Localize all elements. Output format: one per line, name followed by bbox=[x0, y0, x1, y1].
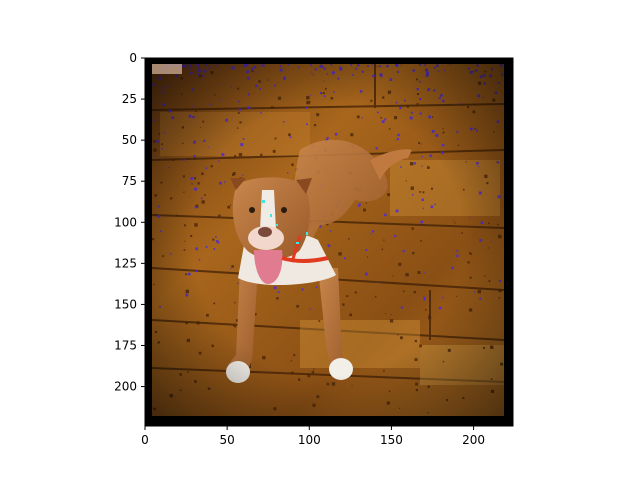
y-tick-label: 50 bbox=[122, 133, 137, 147]
axes-frame bbox=[144, 57, 514, 427]
y-tick-label: 175 bbox=[114, 339, 137, 353]
x-tick-label: 100 bbox=[298, 433, 321, 447]
y-tick-label: 75 bbox=[122, 174, 137, 188]
vignette bbox=[152, 64, 504, 416]
x-tick-label: 0 bbox=[141, 433, 149, 447]
x-tick-label: 150 bbox=[380, 433, 403, 447]
y-tick-label: 0 bbox=[129, 51, 137, 65]
y-tick-label: 25 bbox=[122, 92, 137, 106]
y-tick-label: 200 bbox=[114, 380, 137, 394]
x-tick-label: 50 bbox=[220, 433, 235, 447]
photo-image bbox=[145, 58, 513, 426]
y-tick-label: 125 bbox=[114, 256, 137, 270]
y-axis: 0 25 50 75 100 125 150 175 200 bbox=[114, 51, 145, 394]
x-axis: 0 50 100 150 200 bbox=[141, 426, 485, 447]
top-left-glare bbox=[152, 64, 182, 74]
x-tick-label: 200 bbox=[462, 433, 485, 447]
y-tick-label: 150 bbox=[114, 297, 137, 311]
y-tick-label: 100 bbox=[114, 215, 137, 229]
